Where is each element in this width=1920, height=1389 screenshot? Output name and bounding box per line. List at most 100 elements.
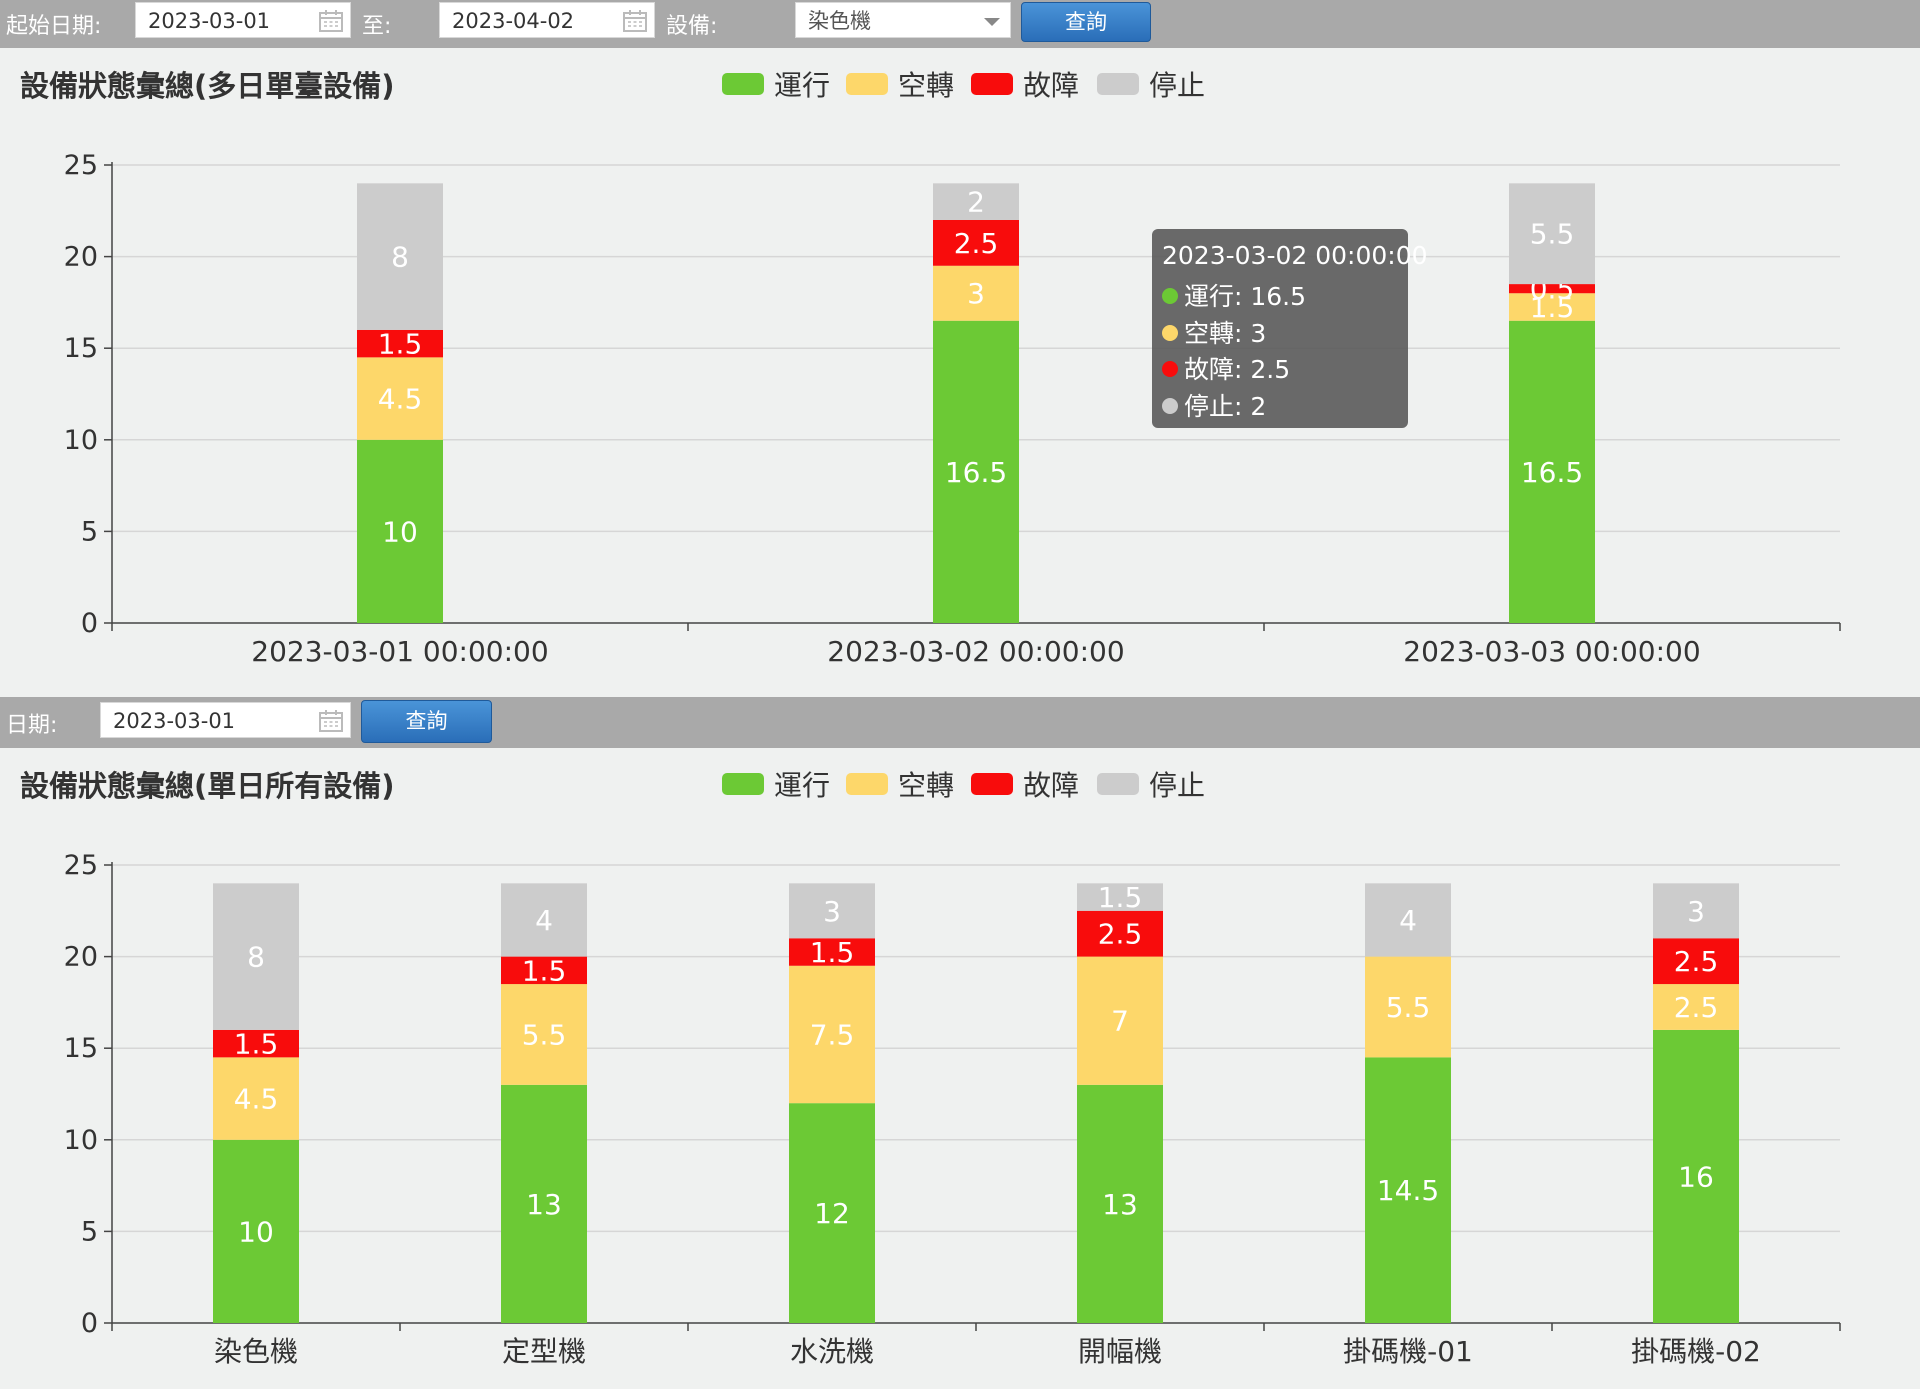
bar-segment: [1509, 284, 1595, 294]
device-select-value: 染色機: [808, 9, 871, 33]
start-date-value: 2023-03-01: [148, 9, 271, 33]
tooltip-dot: [1162, 325, 1178, 341]
data-label: 2.5: [1674, 945, 1719, 978]
chevron-down-icon[interactable]: [984, 18, 1000, 26]
chart-title-multi-day: 設備狀態彙總(多日單臺設備): [20, 69, 395, 103]
data-label: 5.5: [1386, 991, 1431, 1024]
data-label: 1.5: [1098, 881, 1143, 914]
bar-segment: [789, 938, 875, 966]
tooltip-dot: [1162, 361, 1178, 377]
bar-segment: [933, 320, 1019, 623]
query-button[interactable]: 查詢: [1021, 2, 1151, 42]
bar-segment: [1509, 183, 1595, 285]
calendar-icon[interactable]: [318, 709, 344, 733]
bar-segment: [789, 883, 875, 939]
data-label: 1.5: [1530, 291, 1575, 324]
data-label: 4: [1399, 904, 1417, 937]
data-label: 4.5: [378, 383, 423, 416]
legend-swatch: [971, 773, 1013, 795]
date-label: 日期:: [6, 713, 58, 738]
legend-swatch: [1097, 73, 1139, 95]
bar-segment: [1509, 320, 1595, 623]
data-label: 4.5: [234, 1083, 279, 1116]
y-tick-label: 15: [64, 1033, 98, 1064]
bar-segment: [1365, 883, 1451, 957]
bar-segment: [501, 1084, 587, 1323]
data-label: 8: [391, 241, 409, 274]
to-label: 至:: [362, 14, 392, 39]
data-label: 16.5: [1521, 456, 1583, 489]
data-label: 2: [967, 186, 985, 219]
calendar-icon[interactable]: [622, 9, 648, 33]
data-label: 14.5: [1377, 1174, 1439, 1207]
data-label: 13: [1102, 1188, 1138, 1221]
x-tick-label: 定型機: [502, 1335, 586, 1368]
legend-label: 空轉: [898, 69, 955, 102]
bar-segment: [933, 183, 1019, 220]
bar-segment: [1365, 1057, 1451, 1323]
chart-title-single-day: 設備狀態彙總(單日所有設備): [20, 769, 395, 803]
data-label: 7: [1111, 1005, 1129, 1038]
bar-segment: [501, 956, 587, 985]
tooltip-row-idle: 空轉: 3: [1162, 314, 1266, 350]
calendar-icon[interactable]: [318, 9, 344, 33]
start-date-input[interactable]: 2023-03-01: [135, 2, 351, 38]
tooltip-row-text: 停止: 2: [1184, 392, 1267, 421]
legend-label: 停止: [1149, 769, 1206, 802]
device-label: 設備:: [666, 14, 718, 39]
bar-segment: [501, 984, 587, 1085]
bar-segment: [213, 1057, 299, 1140]
bar-segment: [1653, 984, 1739, 1030]
end-date-input[interactable]: 2023-04-02: [439, 2, 655, 38]
data-label: 2.5: [1674, 991, 1719, 1024]
bar-segment: [1509, 293, 1595, 321]
x-tick-label: 掛碼機-02: [1631, 1335, 1761, 1368]
bar-segment: [357, 183, 443, 330]
end-date-value: 2023-04-02: [452, 9, 575, 33]
x-tick-label: 2023-03-01 00:00:00: [251, 635, 548, 668]
data-label: 2.5: [1098, 918, 1143, 951]
tooltip-row-text: 空轉: 3: [1184, 319, 1267, 348]
bar-segment: [213, 1139, 299, 1323]
bar-segment: [789, 965, 875, 1104]
data-label: 10: [382, 515, 418, 548]
legend-swatch: [722, 73, 764, 95]
data-label: 16: [1678, 1160, 1714, 1193]
tooltip-row-stopped: 停止: 2: [1162, 387, 1266, 423]
y-tick-label: 25: [64, 150, 98, 181]
bar-segment: [1077, 1084, 1163, 1323]
data-label: 7.5: [810, 1018, 855, 1051]
filter-toolbar-multi-day: 起始日期: 2023-03-01 至: 2023-04-02 設備: 染色機 查…: [0, 0, 1920, 48]
x-tick-label: 2023-03-03 00:00:00: [1403, 635, 1700, 668]
data-label: 5.5: [522, 1018, 567, 1051]
query-button[interactable]: 查詢: [361, 700, 492, 743]
bar-segment: [933, 219, 1019, 266]
data-label: 5.5: [1530, 218, 1575, 251]
data-label: 12: [814, 1197, 850, 1230]
chart-multi-day: 0 5 10 15 20 25 10 4.5 1.5 8 2023-03-01 00:00:00 16…: [64, 150, 1841, 668]
x-tick-label: 2023-03-02 00:00:00: [827, 635, 1124, 668]
y-tick-label: 20: [64, 942, 98, 973]
y-tick-label: 15: [64, 333, 98, 364]
bar-segment: [1653, 1029, 1739, 1323]
data-label: 3: [1687, 895, 1705, 928]
x-tick-label: 水洗機: [790, 1335, 874, 1368]
legend-swatch: [846, 73, 888, 95]
data-label: 3: [967, 277, 985, 310]
date-input[interactable]: 2023-03-01: [100, 702, 351, 738]
bar-segment: [1077, 910, 1163, 957]
bar-segment: [357, 357, 443, 440]
x-tick-label: 染色機: [214, 1335, 298, 1368]
device-select[interactable]: 染色機: [795, 2, 1011, 38]
bar-segment: [933, 265, 1019, 321]
data-label: 1.5: [522, 954, 567, 987]
y-tick-label: 10: [64, 425, 98, 456]
legend-swatch: [971, 73, 1013, 95]
query-button-label: 查詢: [1065, 10, 1107, 34]
date-value: 2023-03-01: [113, 709, 236, 733]
legend-label: 故障: [1023, 69, 1080, 102]
data-label: 10: [238, 1215, 274, 1248]
data-label: 4: [535, 904, 553, 937]
data-label: 1.5: [234, 1028, 279, 1061]
tooltip-row-text: 故障: 2.5: [1184, 355, 1291, 384]
